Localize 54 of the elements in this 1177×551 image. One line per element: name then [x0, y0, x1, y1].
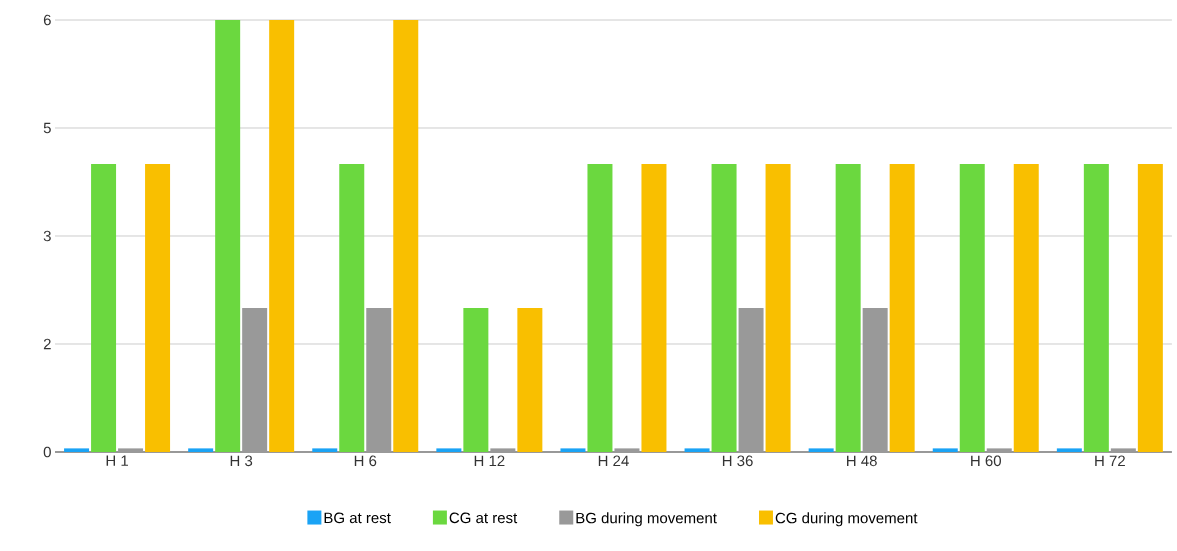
bar — [1110, 448, 1136, 452]
bar — [614, 448, 640, 452]
bar — [242, 307, 268, 452]
bar — [932, 448, 958, 452]
x-tick-label: H 24 — [598, 455, 629, 466]
bar — [393, 20, 419, 452]
bar — [215, 20, 241, 452]
bar — [1056, 448, 1082, 452]
legend-label: CG during movement — [775, 512, 918, 527]
legend-label: CG at rest — [449, 512, 518, 524]
bar — [684, 448, 710, 452]
bar — [188, 448, 214, 452]
legend-label: BG during movement — [576, 512, 717, 527]
bar — [738, 307, 764, 452]
x-tick-label: H 3 — [230, 455, 253, 467]
bar — [145, 164, 171, 452]
bar — [118, 448, 144, 452]
x-tick-label: H 1 — [106, 455, 128, 466]
bar — [366, 307, 392, 452]
bar — [490, 448, 516, 452]
y-tick-label: 3 — [43, 230, 51, 242]
bar — [959, 164, 985, 452]
bar — [835, 164, 861, 452]
bar — [1083, 164, 1109, 452]
bar — [312, 448, 338, 452]
bar — [889, 164, 915, 452]
bar — [765, 164, 791, 452]
y-tick-label: 5 — [43, 122, 51, 134]
bar — [463, 307, 489, 452]
y-tick-label: 2 — [43, 338, 51, 350]
bar — [986, 448, 1012, 452]
bar — [269, 20, 295, 452]
x-tick-label: H 36 — [722, 455, 753, 467]
bar — [641, 164, 667, 452]
x-tick-label: H 48 — [847, 455, 877, 467]
y-tick-label: 0 — [43, 446, 51, 458]
bar — [862, 307, 888, 452]
bar — [587, 164, 613, 452]
bar — [808, 448, 834, 452]
y-tick-label: 6 — [43, 14, 51, 26]
bar — [1013, 164, 1039, 452]
bar — [517, 307, 543, 452]
x-tick-label: H 60 — [971, 455, 1001, 467]
bar — [1137, 164, 1163, 452]
bar — [339, 164, 365, 452]
bar — [91, 164, 117, 452]
bar — [711, 164, 737, 452]
bar — [436, 448, 462, 452]
x-tick-label: H 72 — [1095, 455, 1125, 466]
bar — [64, 448, 90, 452]
x-tick-label: H 6 — [354, 455, 377, 467]
x-tick-label: H 12 — [474, 455, 505, 466]
bar — [560, 448, 586, 452]
legend-label: BG at rest — [324, 512, 391, 524]
